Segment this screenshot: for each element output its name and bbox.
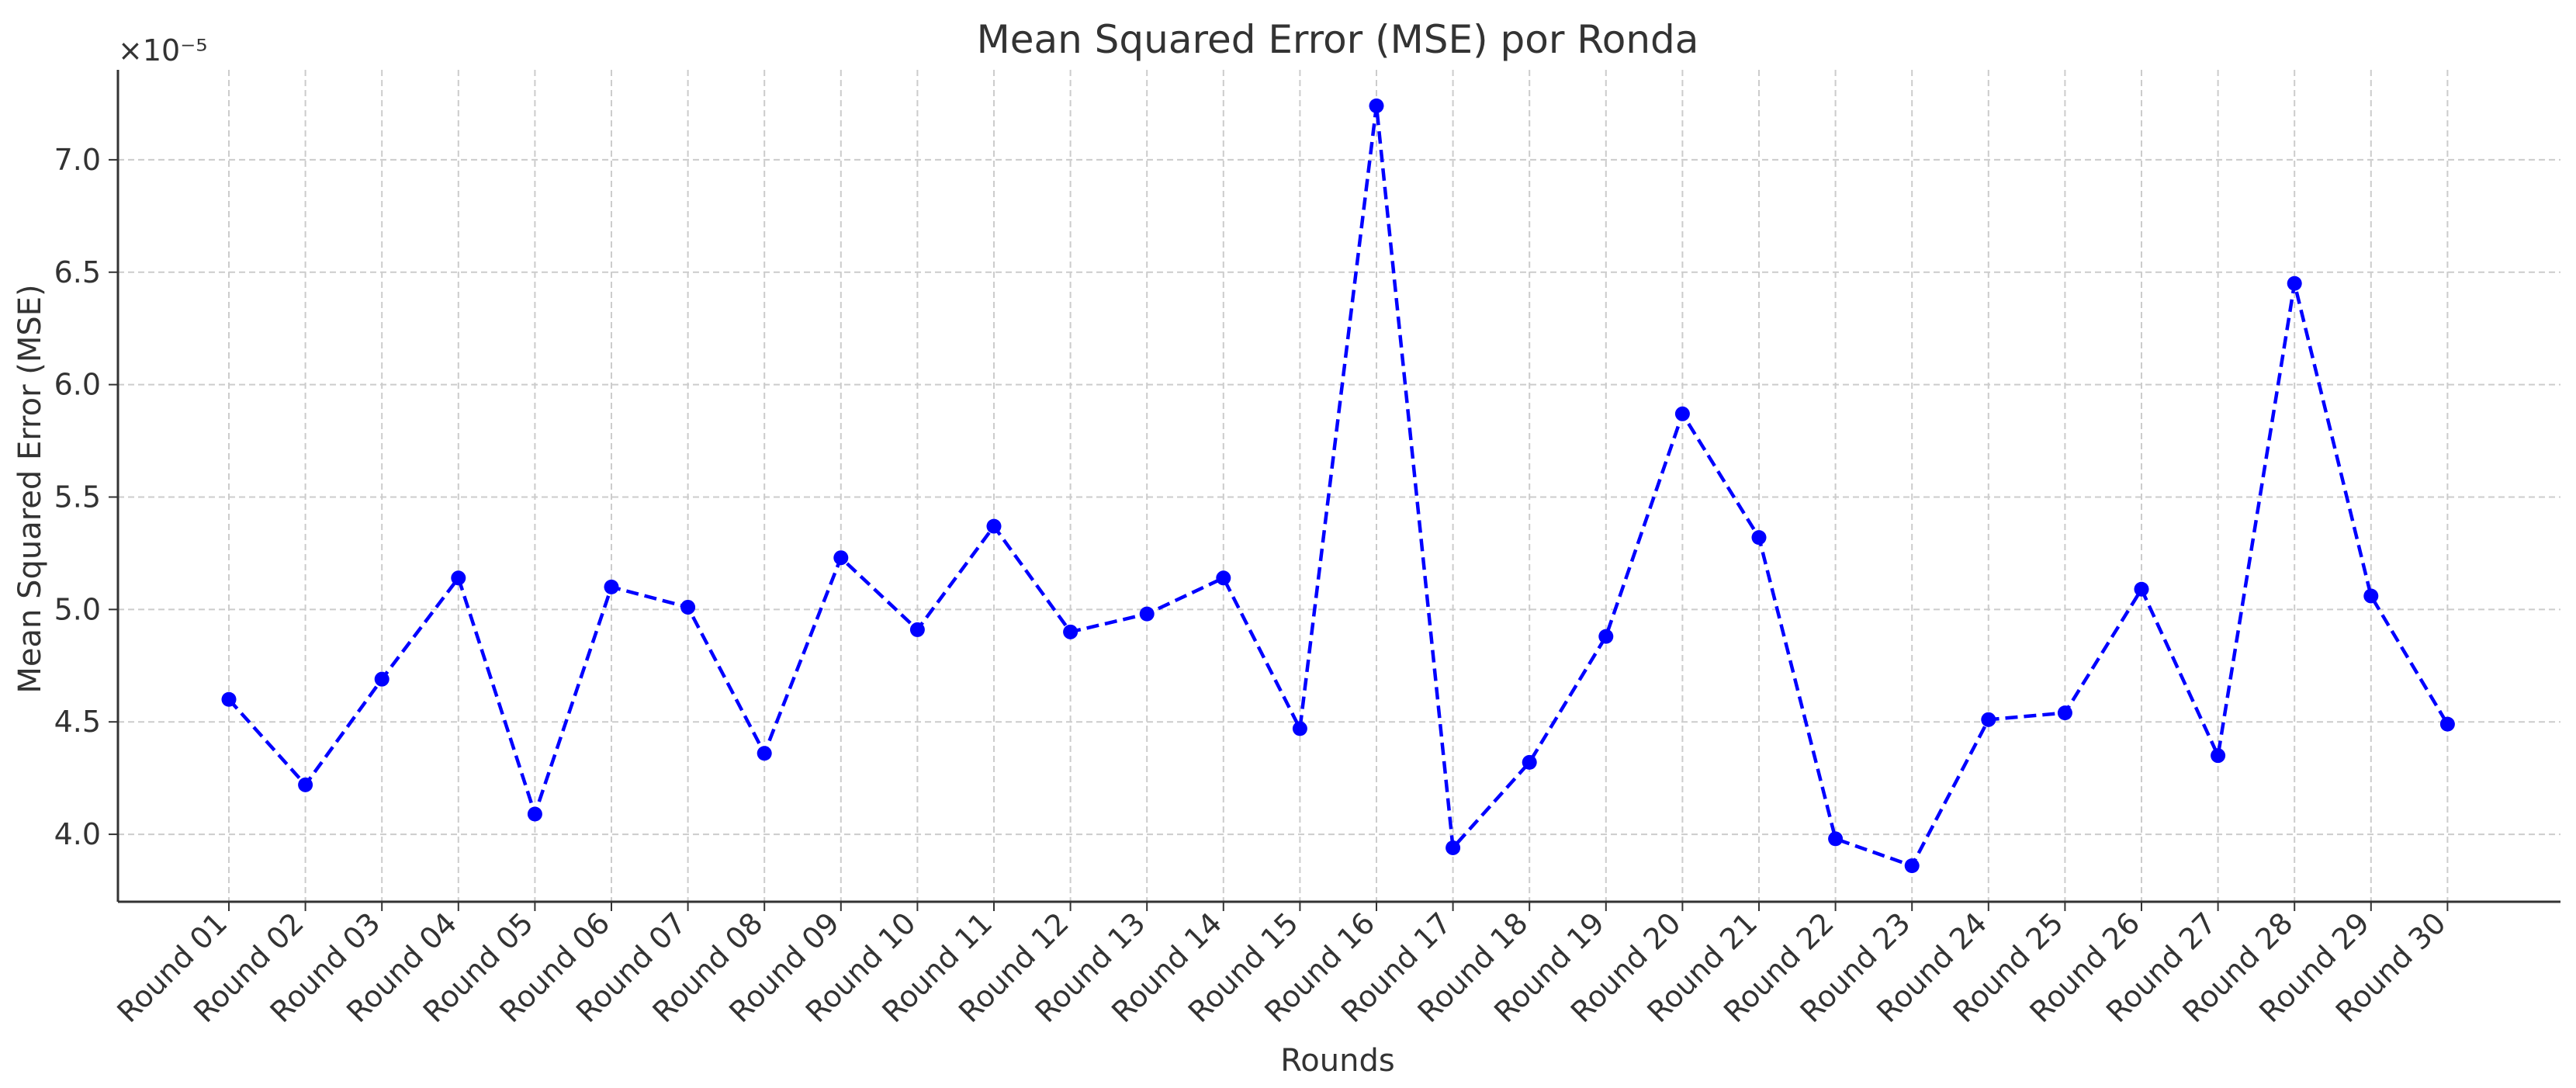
grid-lines — [118, 70, 2560, 902]
y-tick-label: 4.5 — [54, 705, 101, 739]
data-point — [1522, 754, 1537, 770]
data-point — [2439, 716, 2455, 732]
data-point — [451, 570, 466, 586]
data-point — [2211, 748, 2226, 764]
data-point — [1292, 721, 1307, 736]
data-point — [1904, 858, 1920, 874]
data-point — [1598, 629, 1614, 644]
data-point — [2287, 275, 2302, 291]
y-tick-label: 6.5 — [54, 255, 101, 289]
data-point — [1674, 406, 1690, 421]
data-point — [909, 622, 925, 637]
data-point — [221, 691, 237, 707]
data-point — [1139, 606, 1155, 622]
data-point — [986, 518, 1002, 534]
data-point — [1216, 570, 1231, 586]
data-point — [2057, 705, 2072, 721]
y-ticks: 4.0 4.5 5.0 5.5 6.0 6.5 7.0 — [54, 143, 118, 851]
y-multiplier-label: ×10⁻⁵ — [118, 33, 207, 68]
data-point — [298, 777, 313, 792]
y-tick-label: 5.5 — [54, 480, 101, 514]
data-point — [374, 671, 390, 687]
data-point — [1751, 530, 1767, 546]
data-point — [604, 579, 619, 594]
data-point — [1369, 98, 1384, 113]
y-tick-label: 5.0 — [54, 592, 101, 626]
y-tick-label: 4.0 — [54, 817, 101, 851]
series-mse — [221, 98, 2455, 874]
data-point — [1828, 831, 1844, 847]
x-axis-title: Rounds — [1280, 1043, 1394, 1079]
data-point — [1063, 624, 1079, 639]
y-tick-label: 6.0 — [54, 368, 101, 402]
data-point — [680, 599, 696, 615]
data-point — [1446, 840, 1461, 855]
data-point — [2363, 588, 2379, 604]
y-tick-label: 7.0 — [54, 143, 101, 177]
data-point — [757, 746, 772, 761]
data-point — [2134, 581, 2149, 597]
data-point — [527, 806, 542, 822]
data-point — [833, 550, 849, 566]
y-axis-title: Mean Squared Error (MSE) — [12, 284, 48, 693]
chart-title: Mean Squared Error (MSE) por Ronda — [977, 17, 1699, 62]
mse-series-line — [227, 106, 2450, 868]
axes — [116, 70, 2560, 903]
data-point — [1981, 712, 1996, 727]
